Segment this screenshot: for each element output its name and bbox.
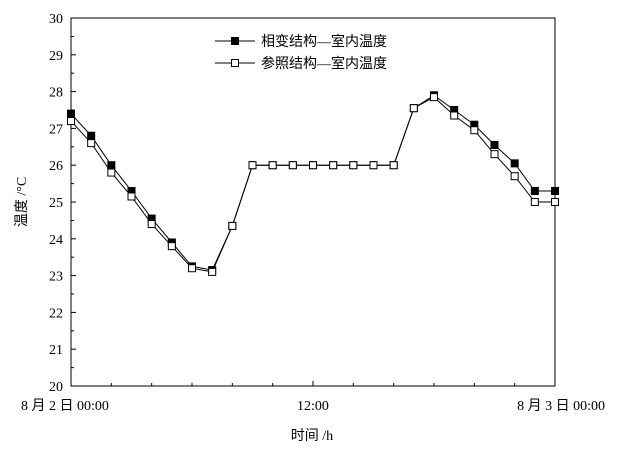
legend-label: 相变结构—室内温度 xyxy=(261,33,387,50)
y-tick-label: 21 xyxy=(49,343,63,358)
data-point xyxy=(510,159,519,168)
data-point xyxy=(87,131,96,140)
data-point xyxy=(268,161,277,170)
y-tick-label: 24 xyxy=(49,233,63,248)
data-point xyxy=(530,186,539,195)
data-point xyxy=(490,150,499,159)
data-point xyxy=(188,264,196,273)
data-point xyxy=(349,161,358,170)
data-point xyxy=(369,161,378,170)
data-point xyxy=(127,192,136,201)
x-axis: 8 月 2 日 00:00 12:00 8 月 3 日 00:00 xyxy=(21,381,605,414)
series-reference xyxy=(67,93,559,276)
data-point xyxy=(309,161,317,170)
y-tick-label: 28 xyxy=(49,86,63,101)
data-point xyxy=(450,111,459,120)
x-axis-title: 时间 /h xyxy=(291,428,333,444)
legend-marker xyxy=(231,59,239,67)
data-point xyxy=(430,93,438,102)
data-point xyxy=(228,221,237,230)
series-line xyxy=(70,94,555,271)
series-layer xyxy=(67,91,559,276)
y-axis-title: 温度 /°C xyxy=(14,177,30,227)
data-point xyxy=(490,140,499,149)
plot-frame xyxy=(70,17,556,387)
series-line xyxy=(70,96,555,273)
data-point xyxy=(510,172,519,181)
data-point xyxy=(67,117,75,126)
y-tick-label: 20 xyxy=(49,380,63,395)
series-pcm xyxy=(67,91,559,275)
y-tick-label: 27 xyxy=(49,122,63,137)
data-point xyxy=(87,139,96,148)
data-point xyxy=(551,186,559,195)
x-tick-label: 8 月 3 日 00:00 xyxy=(517,398,605,414)
data-point xyxy=(530,198,539,206)
data-point xyxy=(67,109,75,118)
data-point xyxy=(107,168,116,177)
data-point xyxy=(107,161,116,170)
data-point xyxy=(389,161,398,170)
y-tick-label: 25 xyxy=(49,196,63,211)
legend-marker xyxy=(231,37,239,45)
data-point xyxy=(288,161,297,170)
data-point xyxy=(551,198,559,206)
x-tick-label: 12:00 xyxy=(297,399,329,414)
data-point xyxy=(329,161,338,170)
y-tick-label: 22 xyxy=(49,306,63,321)
data-point xyxy=(208,267,217,276)
y-tick-label: 23 xyxy=(49,270,63,285)
y-tick-label: 29 xyxy=(49,49,63,64)
y-axis: 20 21 22 23 24 25 26 27 28 29 30 xyxy=(49,12,76,395)
data-point xyxy=(470,126,479,135)
y-tick-label: 26 xyxy=(49,159,63,174)
data-point xyxy=(248,161,257,170)
data-point xyxy=(409,104,418,113)
x-tick-label: 8 月 2 日 00:00 xyxy=(21,398,109,414)
legend-label: 参照结构—室内温度 xyxy=(261,55,387,72)
data-point xyxy=(167,242,176,251)
data-point xyxy=(147,220,156,229)
y-tick-label: 30 xyxy=(49,12,63,27)
